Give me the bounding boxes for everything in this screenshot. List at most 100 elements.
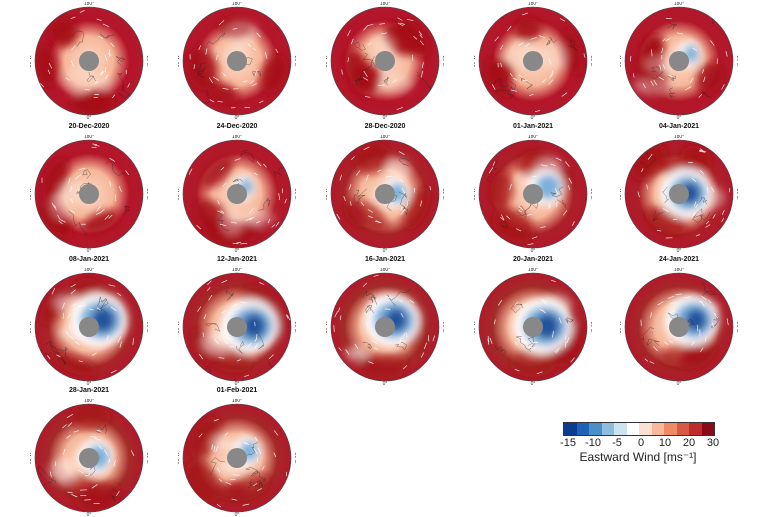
- longitude-label: 0°: [383, 381, 388, 386]
- longitude-label: 90°E: [293, 453, 296, 465]
- longitude-label: 90°E: [145, 189, 148, 201]
- colorbar-tick-label: 30: [707, 437, 719, 449]
- panel-date-label: 04-Jan-2021: [614, 123, 744, 130]
- longitude-label: 90°W: [178, 188, 181, 201]
- panel-date-label: 28-Dec-2020: [320, 123, 450, 130]
- longitude-label: 90°E: [589, 56, 592, 68]
- longitude-label: 180°: [232, 2, 242, 7]
- longitude-label: 180°: [528, 2, 538, 7]
- longitude-label: 90°E: [441, 322, 444, 334]
- colorbar-tick-label: -5: [612, 437, 622, 449]
- longitude-label: 180°: [232, 268, 242, 273]
- pole-cap: [79, 317, 99, 337]
- longitude-label: 90°E: [293, 56, 296, 68]
- longitude-label: 0°: [235, 512, 240, 517]
- longitude-label: 90°W: [474, 321, 477, 334]
- colorbar-swatch: [664, 423, 677, 435]
- pole-cap: [79, 184, 99, 204]
- colorbar-label: Eastward Wind [ms⁻¹]: [558, 450, 718, 464]
- longitude-label: 180°: [380, 135, 390, 140]
- colorbar-tick-label: -10: [585, 437, 601, 449]
- longitude-label: 90°E: [589, 189, 592, 201]
- polar-stereographic-map: 90°W 90°E 0° 180°: [474, 2, 592, 120]
- panel-date-label: 16-Jan-2021: [320, 256, 450, 263]
- colorbar-swatch: [564, 423, 577, 435]
- pole-cap: [669, 317, 689, 337]
- longitude-label: 90°E: [145, 322, 148, 334]
- panel-date-label: 20-Dec-2020: [24, 123, 154, 130]
- colorbar-swatch: [602, 423, 615, 435]
- longitude-label: 180°: [380, 268, 390, 273]
- longitude-label: 90°E: [441, 56, 444, 68]
- longitude-label: 180°: [674, 268, 684, 273]
- longitude-label: 90°E: [735, 56, 738, 68]
- colorbar-tick-label: 0: [638, 437, 644, 449]
- longitude-label: 90°W: [620, 188, 623, 201]
- longitude-label: 180°: [528, 268, 538, 273]
- colorbar-swatch: [689, 423, 702, 435]
- pole-cap: [523, 317, 543, 337]
- longitude-label: 0°: [235, 381, 240, 386]
- longitude-label: 90°W: [30, 452, 33, 465]
- longitude-label: 180°: [674, 2, 684, 7]
- longitude-label: 180°: [84, 399, 94, 404]
- longitude-label: 90°W: [620, 321, 623, 334]
- longitude-label: 90°W: [326, 321, 329, 334]
- colorbar-swatch: [639, 423, 652, 435]
- panel-date-label: 01-Jan-2021: [468, 123, 598, 130]
- longitude-label: 0°: [677, 381, 682, 386]
- longitude-label: 180°: [380, 2, 390, 7]
- longitude-label: 0°: [235, 248, 240, 253]
- pole-cap: [79, 448, 99, 468]
- colorbar-strip: [563, 422, 715, 436]
- longitude-label: 90°W: [620, 55, 623, 68]
- colorbar-swatch: [677, 423, 690, 435]
- longitude-label: 0°: [531, 115, 536, 120]
- pole-cap: [375, 317, 395, 337]
- longitude-label: 0°: [531, 381, 536, 386]
- polar-stereographic-map: 90°W 90°E 0° 180°: [326, 268, 444, 386]
- longitude-label: 0°: [677, 248, 682, 253]
- longitude-label: 180°: [674, 135, 684, 140]
- colorbar-swatch: [702, 423, 715, 435]
- longitude-label: 90°W: [30, 55, 33, 68]
- longitude-label: 180°: [84, 268, 94, 273]
- colorbar-tick-label: 10: [659, 437, 671, 449]
- longitude-label: 0°: [383, 248, 388, 253]
- longitude-label: 0°: [87, 115, 92, 120]
- colorbar-swatch: [614, 423, 627, 435]
- longitude-label: 180°: [84, 2, 94, 7]
- longitude-label: 0°: [87, 381, 92, 386]
- longitude-label: 90°W: [474, 55, 477, 68]
- pole-cap: [79, 51, 99, 71]
- colorbar-swatch: [577, 423, 590, 435]
- longitude-label: 0°: [87, 512, 92, 517]
- longitude-label: 90°W: [326, 188, 329, 201]
- panel-date-label: 12-Jan-2021: [172, 256, 302, 263]
- longitude-label: 90°W: [30, 188, 33, 201]
- longitude-label: 0°: [531, 248, 536, 253]
- longitude-label: 90°W: [326, 55, 329, 68]
